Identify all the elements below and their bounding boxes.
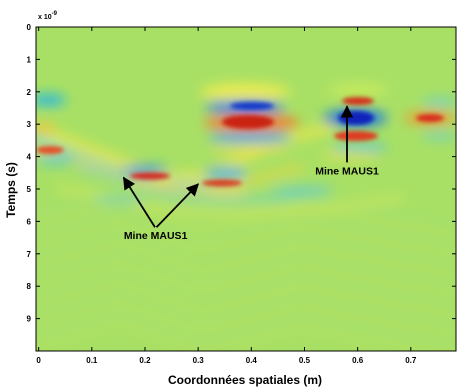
x-axis-ticks: 0 0.1 0.2 0.3 0.4 0.5 0.6 0.7 <box>36 27 417 365</box>
heatmap-cell <box>203 167 247 177</box>
heatmap-band <box>36 251 456 287</box>
y-tick-label: 9 <box>27 315 32 324</box>
heatmap-band <box>36 271 456 307</box>
heatmap-cell <box>230 102 274 110</box>
heatmap-field <box>36 83 456 351</box>
heatmap-cell <box>270 185 330 195</box>
heatmap-cell <box>208 132 292 144</box>
heatmap-cell <box>204 188 248 196</box>
heatmap-band <box>36 201 456 237</box>
heatmap-cell <box>328 84 388 96</box>
heatmap-cell <box>332 143 388 153</box>
heatmap-cell <box>334 131 378 141</box>
heatmap-band <box>77 165 333 203</box>
annotations: Mine MAUS1 Mine MAUS1 <box>122 105 379 242</box>
annotation-label: Mine MAUS1 <box>315 165 379 177</box>
heatmap-band <box>36 311 456 347</box>
heatmap-band <box>36 281 456 317</box>
y-scale-label: x 10-9 <box>38 11 58 21</box>
y-scale-exponent: -9 <box>52 11 58 17</box>
heatmap-cell <box>130 172 170 180</box>
x-tick-label: 0.2 <box>139 356 151 365</box>
heatmap-band <box>36 231 456 267</box>
y-tick-label: 7 <box>27 250 32 259</box>
heatmap-cell <box>92 195 148 205</box>
heatmap-band <box>36 123 335 183</box>
x-tick-label: 0.7 <box>405 356 417 365</box>
x-tick-label: 0.5 <box>299 356 311 365</box>
annotation-label: Mine MAUS1 <box>124 230 188 242</box>
heatmap-cell <box>422 132 456 140</box>
x-tick-label: 0.6 <box>352 356 364 365</box>
heatmap-cell <box>342 97 374 105</box>
y-tick-label: 5 <box>27 185 32 194</box>
heatmap-band <box>36 221 456 257</box>
heatmap-band <box>36 261 456 297</box>
y-tick-label: 6 <box>27 217 32 226</box>
heatmap-cell <box>200 83 290 101</box>
y-tick-label: 1 <box>27 55 32 64</box>
heatmap-cell <box>36 155 75 165</box>
heatmap-band <box>36 321 446 351</box>
heatmap-cell <box>422 98 456 106</box>
heatmap-cell <box>36 94 66 106</box>
heatmap-band <box>36 241 456 277</box>
heatmap-cell <box>222 115 274 129</box>
heatmap-band <box>36 301 456 337</box>
heatmap-cell <box>338 111 374 125</box>
heatmap-cell <box>36 146 64 154</box>
y-axis-ticks: 0 1 2 3 4 5 6 7 8 9 <box>27 23 456 324</box>
heatmap-cell <box>416 114 444 122</box>
heatmap-band <box>36 291 456 327</box>
x-axis-label: Coordonnées spatiales (m) <box>168 373 322 387</box>
heatmap-cell <box>202 179 242 187</box>
x-tick-label: 0.1 <box>86 356 98 365</box>
y-axis-label: Temps (s) <box>4 162 18 218</box>
y-tick-label: 2 <box>27 88 32 97</box>
x-tick-label: 0 <box>36 356 41 365</box>
heatmap-cell <box>128 178 172 186</box>
y-tick-label: 0 <box>27 23 32 32</box>
x-tick-label: 0.3 <box>193 356 205 365</box>
annotation-arrow <box>122 176 156 228</box>
heatmap-cell <box>36 123 56 133</box>
heatmap-band <box>36 211 456 247</box>
y-tick-label: 4 <box>27 153 32 162</box>
x-tick-label: 0.4 <box>246 356 258 365</box>
annotation-arrow <box>155 183 200 228</box>
heatmap-cell <box>121 165 169 175</box>
heatmap-cell <box>210 143 290 153</box>
heatmap-cell <box>320 151 380 161</box>
y-tick-label: 8 <box>27 282 32 291</box>
y-tick-label: 3 <box>27 120 32 129</box>
